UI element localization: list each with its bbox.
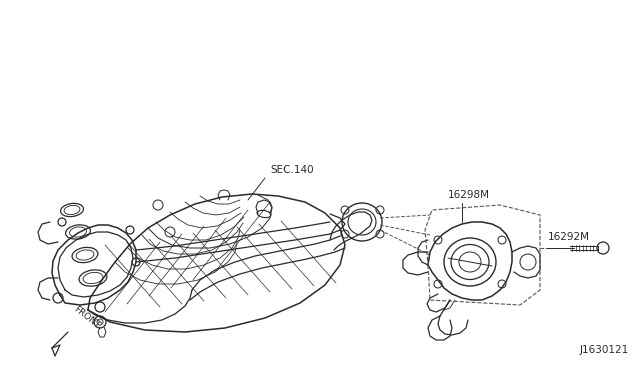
Text: FRONT: FRONT bbox=[72, 304, 102, 330]
Text: 16292M: 16292M bbox=[548, 232, 590, 242]
Text: J1630121: J1630121 bbox=[580, 345, 629, 355]
Text: SEC.140: SEC.140 bbox=[270, 165, 314, 175]
Text: 16298M: 16298M bbox=[448, 190, 490, 200]
